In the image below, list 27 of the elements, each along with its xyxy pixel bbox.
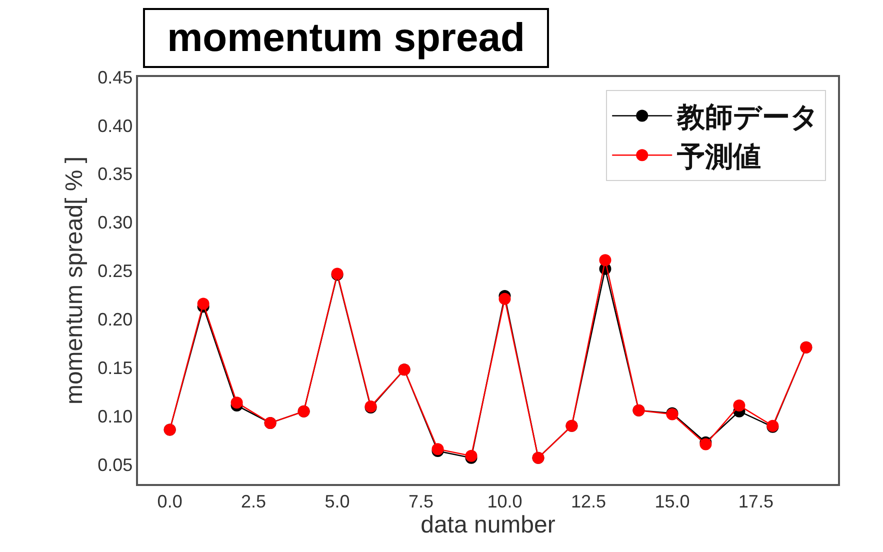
y-tick-label: 0.20 [98,310,133,330]
y-tick-label: 0.30 [98,212,133,233]
y-tick-label: 0.35 [98,164,133,184]
point [197,298,210,310]
y-tick-label: 0.45 [98,67,133,88]
x-tick-label: 7.5 [408,491,434,512]
x-tick-label: 17.5 [738,491,774,512]
y-tick-label: 0.40 [98,116,133,136]
x-tick-label: 0.0 [157,491,182,512]
point [230,396,243,409]
y-tick-label: 0.05 [98,454,133,475]
y-axis-title: momentum spread[ % ] [61,156,88,405]
x-tick-label: 15.0 [654,491,690,512]
x-tick-label: 12.5 [570,491,606,512]
legend-label: 教師データ [676,100,820,134]
x-tick-label: 2.5 [241,491,266,512]
point [599,254,612,266]
x-axis-title: data number [420,511,556,538]
point [733,400,746,412]
y-tick-label: 0.15 [98,358,133,378]
chart-title: momentum spread [167,16,525,60]
x-tick-label: 10.0 [487,491,522,512]
x-tick-label: 5.0 [324,491,350,512]
point [498,292,511,305]
y-tick-label: 0.10 [98,406,133,426]
y-tick-label: 0.25 [98,261,133,282]
legend-label: 予測値 [676,140,762,174]
